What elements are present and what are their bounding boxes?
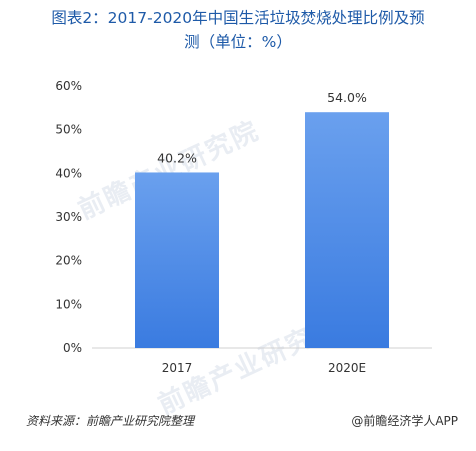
- bar-2020E: [305, 112, 389, 348]
- y-tick-label: 20%: [55, 254, 82, 268]
- source-note: 资料来源：前瞻产业研究院整理: [26, 414, 195, 428]
- y-tick-label: 60%: [55, 79, 82, 93]
- y-axis: 0% 10% 20% 30% 40% 50% 60%: [55, 79, 82, 355]
- y-tick-label: 40%: [55, 166, 82, 180]
- data-label-2020E: 54.0%: [327, 90, 367, 105]
- y-tick-label: 0%: [63, 341, 82, 355]
- x-axis: 2017 2020E: [162, 361, 366, 375]
- y-tick-label: 30%: [55, 210, 82, 224]
- data-label-2017: 40.2%: [157, 150, 197, 165]
- y-tick-label: 50%: [55, 123, 82, 137]
- chart-title-line1: 图表2：2017-2020年中国生活垃圾焚烧处理比例及预: [51, 9, 425, 27]
- chart-title-line2: 测（单位：%）: [184, 33, 292, 51]
- footer: 资料来源：前瞻产业研究院整理 @前瞻经济学人APP: [0, 410, 476, 432]
- bar-2017: [135, 172, 219, 348]
- bars-group: 40.2% 54.0%: [135, 90, 389, 348]
- credit-text: @前瞻经济学人APP: [351, 414, 458, 428]
- x-tick-label: 2017: [162, 361, 193, 375]
- bar-chart: 0% 10% 20% 30% 40% 50% 60% 40.2% 54.0% 2017 2020…: [55, 79, 432, 375]
- y-tick-label: 10%: [55, 297, 82, 311]
- x-tick-label: 2020E: [328, 361, 366, 375]
- chart-title: 图表2：2017-2020年中国生活垃圾焚烧处理比例及预 测（单位：%）: [14, 6, 462, 54]
